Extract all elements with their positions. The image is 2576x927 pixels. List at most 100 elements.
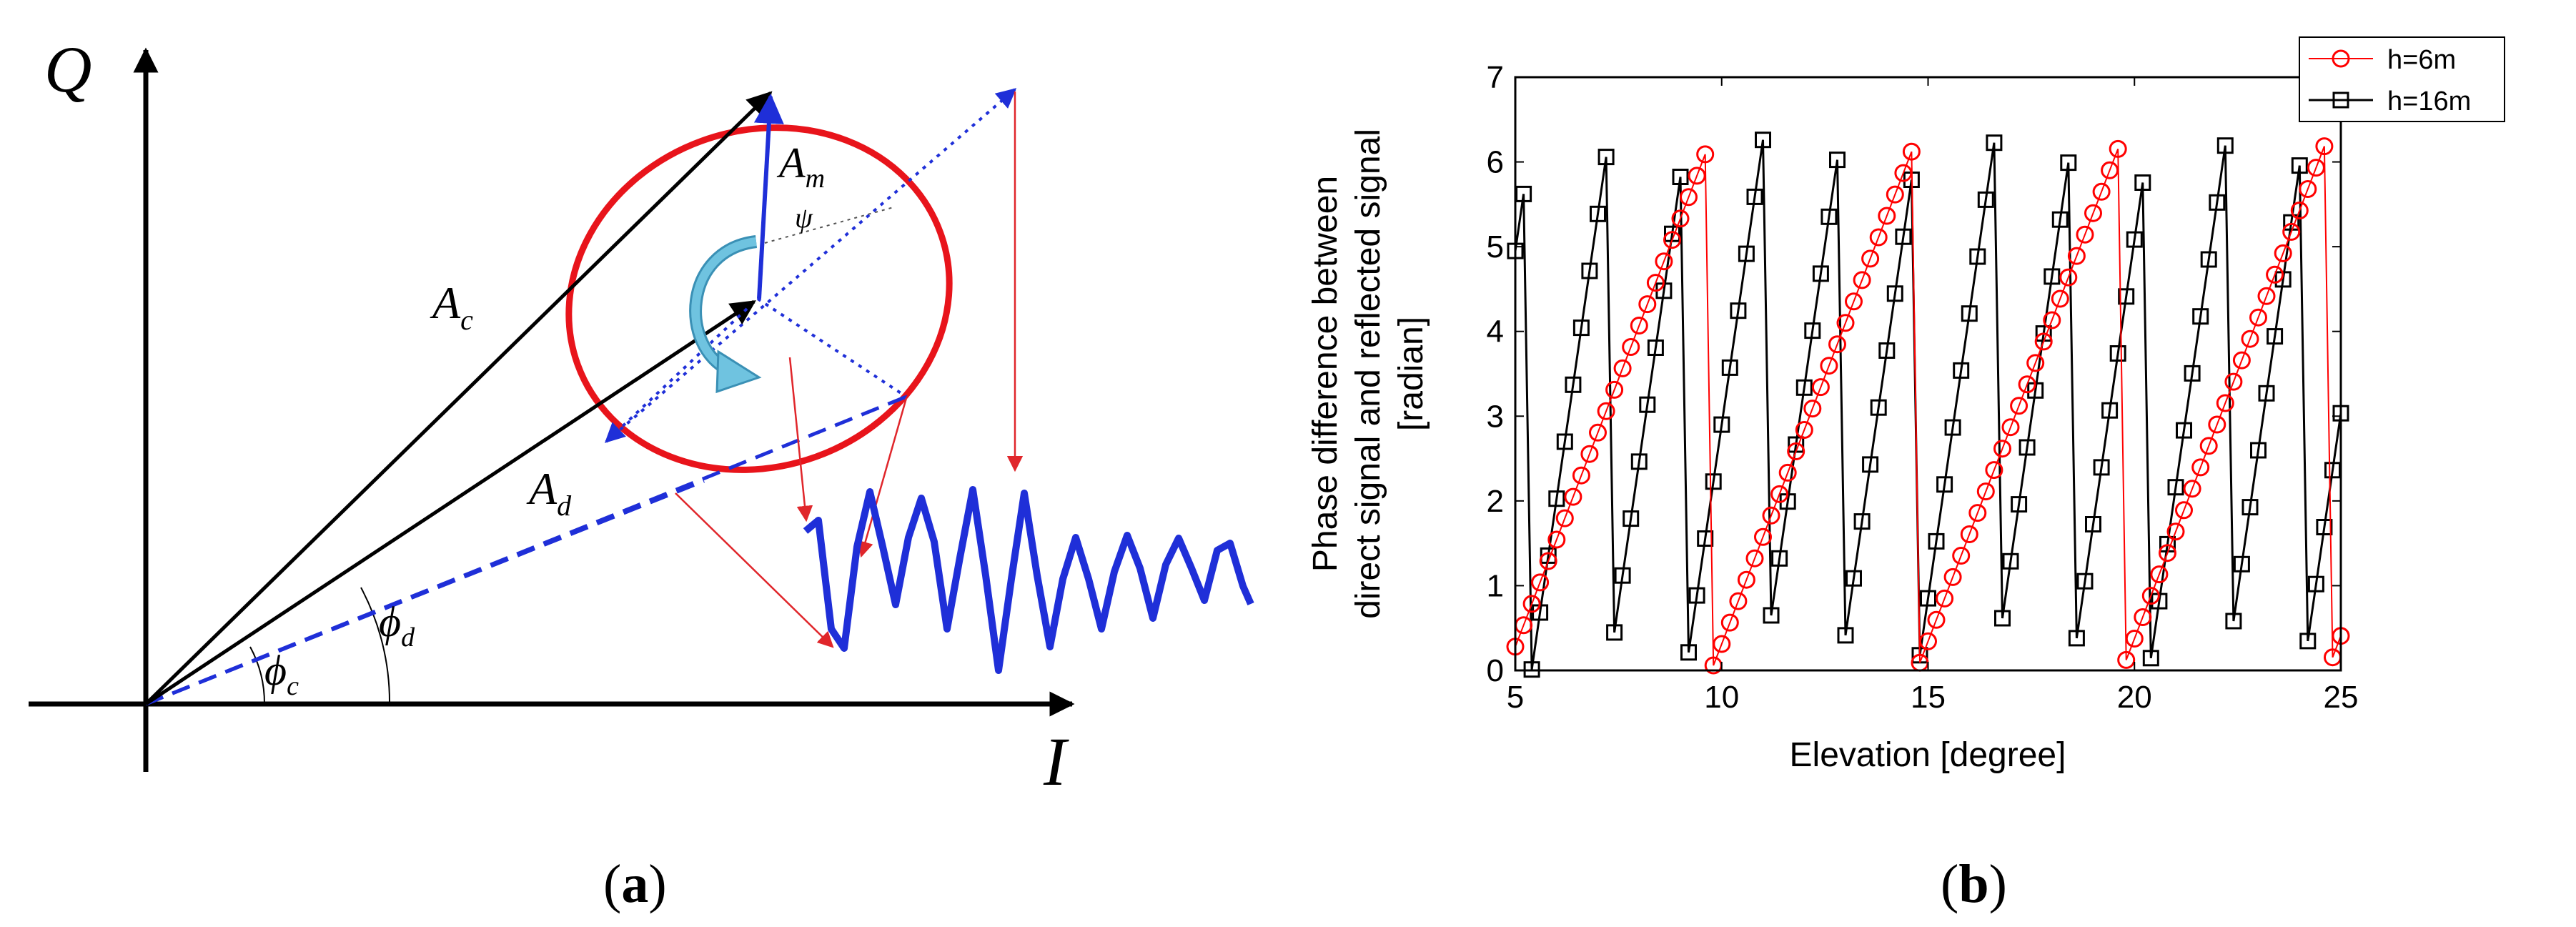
- data-point-circle: [2191, 458, 2210, 477]
- data-point-circle: [1968, 504, 1987, 522]
- phi-d-arc: [360, 587, 391, 705]
- data-point-circle: [1638, 295, 1657, 314]
- data-point-circle: [1646, 274, 1665, 292]
- data-point-circle: [2175, 501, 2193, 520]
- data-point-square: [1812, 265, 1829, 282]
- data-point-circle: [1853, 271, 1871, 289]
- data-point-square: [2216, 137, 2234, 154]
- plot-area-frame: [1514, 76, 2342, 672]
- rotation-arrow-inner: [691, 237, 757, 375]
- data-point-circle: [1720, 613, 1739, 632]
- data-point-circle: [2249, 308, 2267, 327]
- data-point-square: [1837, 627, 1854, 644]
- ac-label: Ac: [430, 277, 473, 336]
- phi-d-label: ϕd: [379, 598, 415, 653]
- data-point-circle: [1688, 167, 1706, 185]
- data-point-square: [1697, 530, 1714, 547]
- x-tick-label: 10: [1704, 680, 1739, 715]
- data-point-square: [2209, 194, 2226, 211]
- panel-b-chart: 0 1 2 3 4 5 6 7 5 10 15 20 25 Elevation [degree] Ph…: [1258, 0, 2576, 923]
- x-tick-label: 15: [1911, 680, 1946, 715]
- data-point-square: [2060, 154, 2077, 172]
- data-point-square: [1886, 285, 1903, 302]
- data-point-circle: [1803, 400, 1822, 418]
- data-point-circle: [1572, 466, 1590, 485]
- data-point-square: [1515, 185, 1532, 202]
- data-point-circle: [1985, 461, 2003, 480]
- data-point-circle: [1531, 573, 1550, 592]
- data-point-square: [2241, 499, 2259, 516]
- legend-label-h6m: h=6m: [2387, 45, 2456, 75]
- y-tick-label: 0: [1487, 653, 1504, 688]
- data-point-circle: [1580, 445, 1599, 463]
- data-point-circle: [2299, 180, 2317, 198]
- data-point-square: [2134, 174, 2151, 191]
- data-point-square: [2085, 516, 2101, 532]
- data-point-square: [2316, 519, 2333, 535]
- phi-c-arc: [249, 646, 266, 705]
- phase-difference-chart: 0 1 2 3 4 5 6 7 5 10 15 20 25 Elevation [degree] Ph…: [1307, 36, 2505, 914]
- data-point-circle: [1555, 509, 1574, 527]
- data-point-circle: [2266, 265, 2284, 284]
- data-point-circle: [2051, 289, 2069, 308]
- data-point-circle: [2059, 268, 2078, 287]
- data-point-square: [1713, 416, 1730, 433]
- data-point-square: [1590, 205, 1606, 222]
- data-point-circle: [2282, 222, 2301, 241]
- data-point-circle: [1713, 635, 1731, 653]
- data-point-circle: [2183, 480, 2201, 498]
- data-point-square: [2299, 633, 2317, 650]
- data-point-square: [1846, 570, 1862, 587]
- data-point-circle: [2241, 329, 2259, 348]
- data-point-square: [1548, 490, 1565, 507]
- data-point-square: [2283, 214, 2300, 231]
- data-point-circle: [1522, 595, 1541, 613]
- y-tick-label: 6: [1487, 145, 1504, 180]
- data-point-circle: [1696, 145, 1715, 164]
- data-point-square: [2258, 385, 2275, 402]
- data-point-square: [1944, 419, 1961, 436]
- data-point-square: [1853, 513, 1871, 530]
- legend-label-h16m: h=16m: [2387, 86, 2471, 117]
- psi-label: ψ: [795, 202, 813, 234]
- data-point-square: [1870, 399, 1887, 416]
- data-point-circle: [1613, 359, 1632, 377]
- data-point-circle: [1754, 527, 1772, 546]
- y-tick-label: 3: [1487, 399, 1504, 434]
- data-point-square: [1572, 319, 1590, 337]
- data-point-square: [1953, 362, 1970, 379]
- data-point-square: [1606, 624, 1623, 641]
- legend-marker-h16m: [2332, 91, 2349, 109]
- ac-vector: [144, 91, 773, 705]
- data-point-circle: [2199, 437, 2218, 455]
- data-point-circle: [1894, 164, 1913, 182]
- data-point-square: [2267, 328, 2284, 345]
- caption-a: (a): [603, 854, 667, 914]
- data-point-circle: [2010, 397, 2028, 415]
- data-point-square: [1688, 587, 1705, 604]
- data-point-circle: [1886, 185, 1904, 204]
- data-point-circle: [1680, 188, 1698, 207]
- data-point-circle: [2018, 375, 2036, 394]
- data-point-circle: [2001, 418, 2020, 437]
- data-point-square: [1763, 607, 1780, 624]
- data-point-square: [2192, 308, 2209, 325]
- data-point-circle: [1919, 632, 1937, 650]
- data-point-square: [2176, 422, 2192, 439]
- data-point-square: [2250, 442, 2267, 459]
- data-point-square: [1994, 610, 2011, 627]
- data-point-square: [1597, 149, 1615, 166]
- series-line: [1514, 139, 2342, 670]
- rotation-arrowhead: [715, 350, 762, 394]
- data-point-square: [2044, 268, 2061, 285]
- data-point-circle: [1878, 207, 1896, 225]
- data-point-circle: [2141, 587, 2160, 605]
- data-point-square: [2233, 555, 2250, 572]
- data-point-square: [1986, 134, 2003, 152]
- data-point-circle: [2257, 287, 2276, 305]
- data-point-circle: [1630, 317, 1648, 334]
- y-axis-title-line1: Phase difference between: [1307, 176, 1344, 572]
- data-point-square: [1565, 376, 1582, 393]
- data-point-square: [1639, 396, 1656, 413]
- data-point-circle: [2125, 630, 2144, 648]
